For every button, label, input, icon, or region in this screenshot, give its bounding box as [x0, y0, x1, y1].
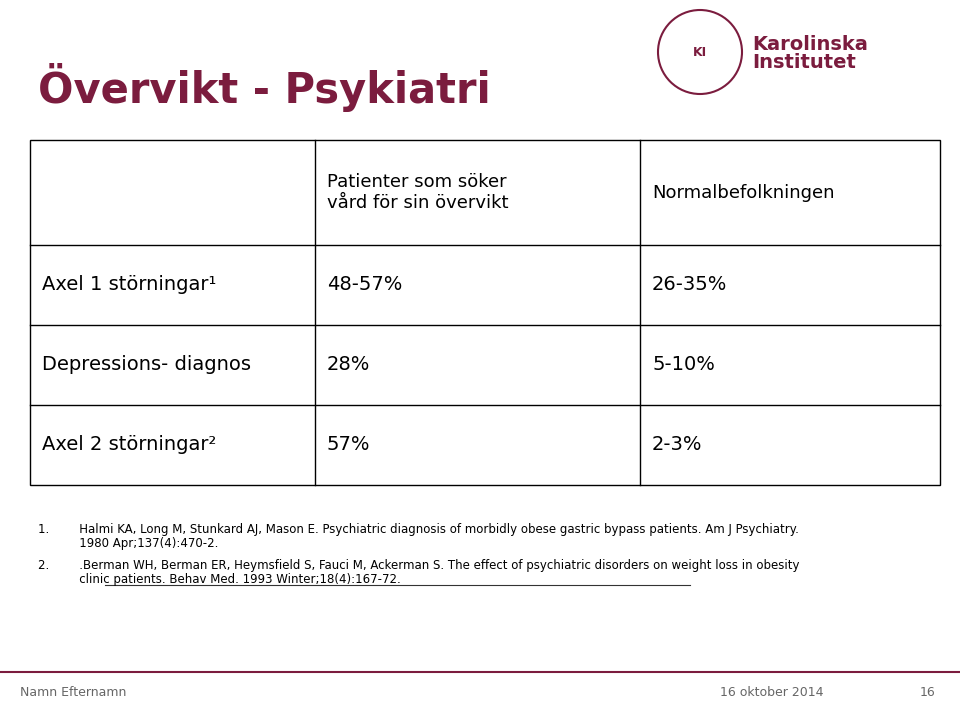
Text: 2.        .Berman WH, Berman ER, Heymsfield S, Fauci M, Ackerman S. The effect o: 2. .Berman WH, Berman ER, Heymsfield S, … — [38, 559, 800, 572]
Text: 16: 16 — [920, 687, 936, 700]
Text: Institutet: Institutet — [752, 52, 856, 72]
Text: Patienter som söker
vård för sin övervikt: Patienter som söker vård för sin övervik… — [327, 173, 509, 212]
Text: clinic patients. Behav Med. 1993 Winter;18(4):167-72.: clinic patients. Behav Med. 1993 Winter;… — [38, 573, 400, 586]
Text: 48-57%: 48-57% — [327, 276, 402, 294]
Text: Normalbefolkningen: Normalbefolkningen — [652, 183, 834, 201]
Text: 5-10%: 5-10% — [652, 356, 715, 374]
Text: 2-3%: 2-3% — [652, 435, 703, 455]
Text: 16 oktober 2014: 16 oktober 2014 — [720, 687, 824, 700]
Text: 26-35%: 26-35% — [652, 276, 728, 294]
Text: 1.        Halmi KA, Long M, Stunkard AJ, Mason E. Psychiatric diagnosis of morbi: 1. Halmi KA, Long M, Stunkard AJ, Mason … — [38, 523, 799, 536]
Text: Karolinska: Karolinska — [752, 34, 868, 54]
Text: 57%: 57% — [327, 435, 371, 455]
Text: Namn Efternamn: Namn Efternamn — [20, 687, 127, 700]
Text: KI: KI — [693, 46, 708, 59]
Text: Övervikt - Psykiatri: Övervikt - Psykiatri — [38, 64, 491, 112]
Text: Axel 2 störningar²: Axel 2 störningar² — [42, 435, 216, 455]
Text: 28%: 28% — [327, 356, 371, 374]
Text: 1980 Apr;137(4):470-2.: 1980 Apr;137(4):470-2. — [38, 537, 218, 550]
Bar — [30, 140, 940, 485]
Text: Depressions- diagnos: Depressions- diagnos — [42, 356, 251, 374]
Text: Axel 1 störningar¹: Axel 1 störningar¹ — [42, 276, 216, 294]
